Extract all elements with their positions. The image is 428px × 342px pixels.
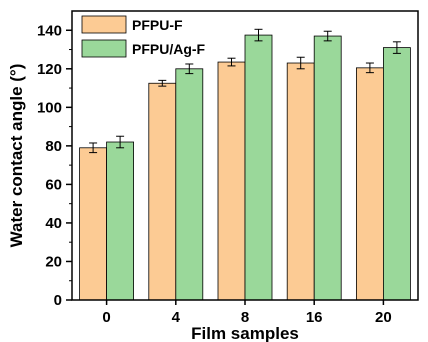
bar-pfpu-ag-f-4 <box>175 68 204 301</box>
bar-pfpu-f-4 <box>148 82 177 301</box>
bar-pfpu-f-8 <box>217 61 246 301</box>
x-tick-label: 4 <box>172 309 181 326</box>
y-tick-label: 40 <box>45 215 62 232</box>
x-tick-label: 16 <box>306 309 323 326</box>
x-tick-label: 20 <box>375 309 392 326</box>
axes-layer: 0 4 8 16 20 0 20 40 60 80 100 120 140 <box>37 22 392 326</box>
bar-pfpu-f-0 <box>79 147 107 301</box>
legend-label-pfpu-f: PFPU-F <box>132 17 183 33</box>
y-tick-label: 60 <box>45 176 62 193</box>
bars-layer <box>79 34 411 301</box>
legend: PFPU-F PFPU/Ag-F <box>81 15 206 58</box>
x-tick-label: 0 <box>102 309 110 326</box>
bar-pfpu-ag-f-0 <box>106 141 134 301</box>
y-tick-label: 20 <box>45 253 62 270</box>
legend-label-pfpu-ag-f: PFPU/Ag-F <box>132 41 206 57</box>
legend-swatch-pfpu-ag-f <box>81 39 127 58</box>
bar-pfpu-ag-f-20 <box>382 47 411 301</box>
legend-swatch-pfpu-f <box>81 15 127 34</box>
y-axis-title: Water contact angle (°) <box>7 64 26 248</box>
x-axis-title: Film samples <box>191 324 299 342</box>
y-tick-label: 140 <box>37 22 62 39</box>
error-bars-layer <box>89 28 401 154</box>
y-tick-label: 120 <box>37 61 62 78</box>
y-tick-label: 80 <box>45 138 62 155</box>
bar-pfpu-ag-f-16 <box>313 35 342 301</box>
bar-pfpu-f-20 <box>355 67 384 301</box>
bar-pfpu-f-16 <box>286 62 315 301</box>
bar-pfpu-ag-f-8 <box>244 34 273 301</box>
y-tick-label: 100 <box>37 99 62 116</box>
x-tick-label: 8 <box>241 309 249 326</box>
y-tick-label: 0 <box>54 292 62 309</box>
